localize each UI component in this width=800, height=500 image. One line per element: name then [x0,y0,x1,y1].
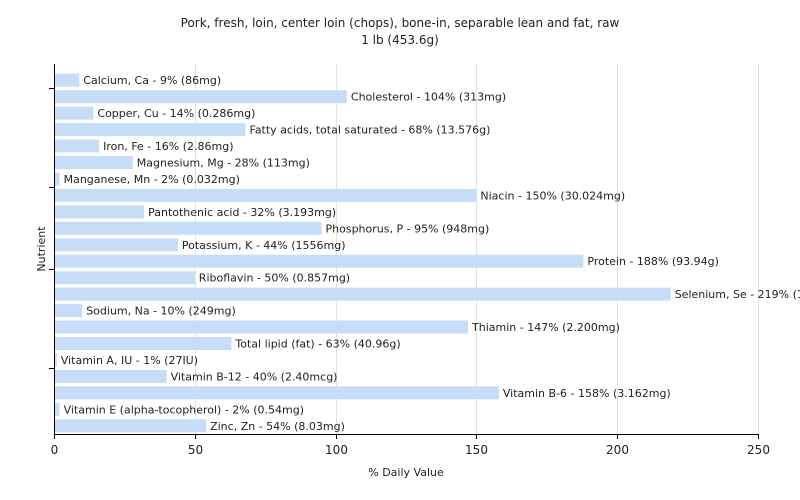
bar [54,287,671,301]
bar-label: Niacin - 150% (30.024mg) [480,189,625,202]
bar [54,337,232,350]
bar-label: Riboflavin - 50% (0.857mg) [199,272,350,285]
bar [54,304,83,318]
bar [54,271,195,285]
bar [54,386,499,400]
bar [54,254,584,268]
axes: 0 50 100 150 200 250 [49,64,770,457]
bar-label: Fatty acids, total saturated - 68% (13.5… [250,124,491,137]
chart-subtitle: 1 lb (453.6g) [361,33,439,47]
bar-label: Cholesterol - 104% (313mg) [351,91,506,104]
bar-label: Protein - 188% (93.94g) [587,255,719,268]
bar [54,402,60,416]
bar-label: Selenium, Se - 219% (153.3mcg) [675,288,800,301]
bar [54,238,178,252]
bar [54,188,477,202]
bar [54,139,100,153]
bar [54,156,133,169]
bar [54,419,207,433]
bar-label: Vitamin B-6 - 158% (3.162mg) [503,387,671,400]
bar-label: Vitamin E (alpha-tocopherol) - 2% (0.54m… [64,403,304,416]
bar-label: Phosphorus, P - 95% (948mg) [326,222,490,235]
bar [54,172,60,186]
bar [54,90,347,104]
bar [54,221,322,235]
bar-label: Potassium, K - 44% (1556mg) [182,239,346,252]
y-axis-label: Nutrient [35,226,48,272]
x-tick-label: 200 [606,443,629,457]
bar-label: Vitamin A, IU - 1% (27IU) [61,354,198,367]
bar-label: Calcium, Ca - 9% (86mg) [83,74,221,87]
bar [54,320,468,334]
bar [54,353,57,367]
bar-label: Copper, Cu - 14% (0.286mg) [97,107,255,120]
chart-title: Pork, fresh, loin, center loin (chops), … [181,16,620,30]
bars: Calcium, Ca - 9% (86mg) Cholesterol - 104… [54,73,800,433]
x-tick-label: 0 [51,443,59,457]
bar-label: Thiamin - 147% (2.200mg) [471,321,620,334]
bar-label: Manganese, Mn - 2% (0.032mg) [64,173,240,186]
x-tick-label: 50 [188,443,203,457]
bar [54,106,94,120]
gridlines [195,64,759,434]
bar [54,123,246,137]
bar [54,369,167,383]
x-tick-label: 100 [325,443,348,457]
bar-label: Iron, Fe - 16% (2.86mg) [103,140,233,153]
x-axis-label: % Daily Value [368,466,444,479]
x-tick-label: 250 [747,443,770,457]
bar-label: Sodium, Na - 10% (249mg) [86,305,236,318]
bar [54,73,80,87]
bar-label: Total lipid (fat) - 63% (40.96g) [234,338,400,351]
bar-label: Vitamin B-12 - 40% (2.40mcg) [171,370,338,383]
bar-label: Pantothenic acid - 32% (3.193mg) [148,206,336,219]
x-tick-label: 150 [465,443,488,457]
bar [54,205,145,219]
bar-label: Magnesium, Mg - 28% (113mg) [137,157,310,170]
bar-label: Zinc, Zn - 54% (8.03mg) [210,420,345,433]
